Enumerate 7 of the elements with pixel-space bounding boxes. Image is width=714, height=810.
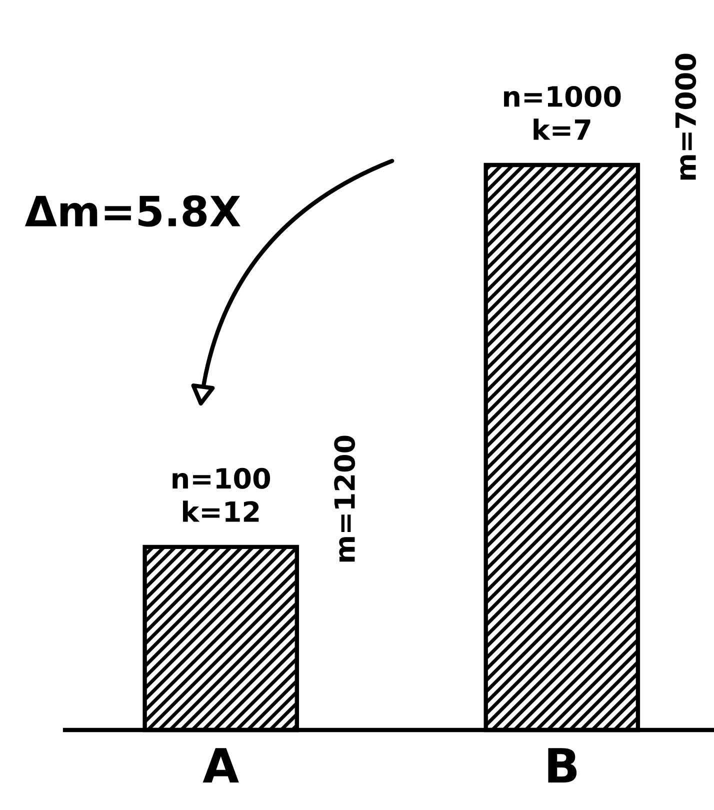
- annotation: n=1000 k=7: [504, 86, 621, 140]
- annotation: m=7000: [675, 54, 696, 180]
- x-tick-label: B: [548, 748, 577, 783]
- annotation: Δm=5.8X: [24, 195, 240, 227]
- annotation: n=100 k=12: [172, 468, 270, 522]
- annotation: m=1200: [334, 436, 356, 562]
- x-tick-label: A: [202, 748, 239, 783]
